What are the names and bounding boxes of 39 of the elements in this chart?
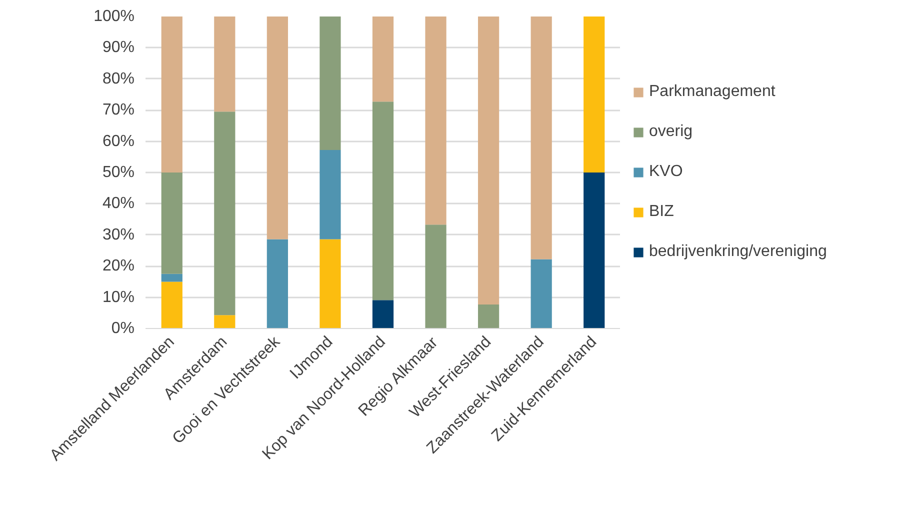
bar <box>372 16 394 102</box>
bar <box>161 282 182 328</box>
y-tick-label: 40% <box>102 195 135 212</box>
bar <box>478 304 500 328</box>
legend-label: KVO <box>649 163 683 181</box>
bar <box>214 315 236 328</box>
y-tick-label: 90% <box>102 39 135 56</box>
y-tick-label: 80% <box>102 70 135 88</box>
bar <box>161 172 182 274</box>
legend-label: bedrijvenkring/vereniging <box>649 243 827 261</box>
bar <box>214 112 236 316</box>
y-tick-label: 30% <box>102 226 135 244</box>
legend-label: BIZ <box>649 203 674 221</box>
y-tick-label: 20% <box>102 258 135 275</box>
bar <box>161 16 182 172</box>
y-tick-label: 10% <box>102 288 135 306</box>
bar <box>584 16 605 172</box>
y-tick-label: 100% <box>94 8 134 25</box>
bar <box>372 300 394 328</box>
bar <box>266 16 288 240</box>
bar <box>320 150 341 240</box>
bar <box>320 239 341 328</box>
bar <box>425 224 446 328</box>
y-tick-label: 0% <box>111 320 134 337</box>
bar <box>266 239 288 328</box>
bar <box>584 172 605 328</box>
bar <box>425 16 446 225</box>
y-tick-label: 70% <box>102 102 135 119</box>
bar <box>478 16 500 304</box>
bar <box>530 259 552 328</box>
legend-label: Parkmanagement <box>649 83 776 101</box>
legend-label: overig <box>649 123 693 141</box>
bar <box>214 16 236 112</box>
y-tick-label: 50% <box>102 164 135 181</box>
bar <box>161 274 182 282</box>
bar <box>320 16 341 150</box>
bar <box>372 102 394 300</box>
y-tick-label: 60% <box>102 132 135 150</box>
bar <box>530 16 552 260</box>
